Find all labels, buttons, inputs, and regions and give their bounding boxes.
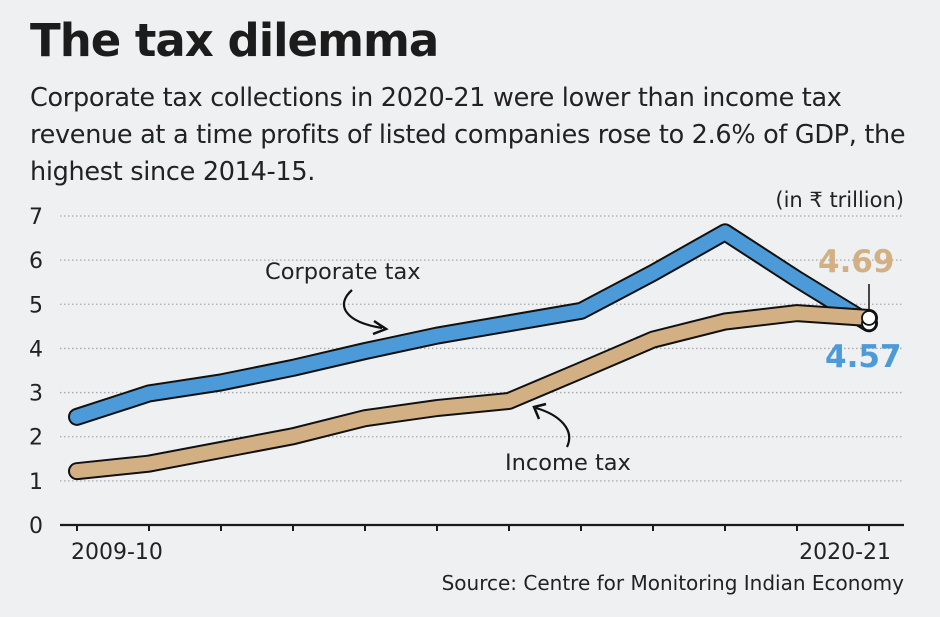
corporate-tax-line [70, 225, 876, 424]
y-tick-label: 5 [29, 293, 43, 318]
income-tax-label: Income tax [505, 450, 631, 476]
y-tick-label: 7 [29, 205, 43, 230]
income-tax-arrowhead [532, 402, 547, 420]
unit-label: (in ₹ trillion) [775, 188, 904, 212]
x-tick-label-first: 2009-10 [71, 540, 163, 565]
series-lines [68, 223, 878, 481]
x-tick-label-last: 2020-21 [799, 540, 891, 565]
y-tick-label: 0 [29, 514, 43, 539]
corporate-tax-arrow [342, 289, 383, 330]
income-tax-end-marker [861, 310, 877, 326]
y-tick-label: 3 [29, 382, 43, 407]
chart-subtitle: Corporate tax collections in 2020-21 wer… [30, 83, 906, 187]
corporate-tax-label: Corporate tax [265, 259, 421, 285]
corporate-tax-arrowhead [372, 319, 389, 336]
income-tax-line [70, 306, 876, 479]
y-tick-label: 4 [29, 337, 43, 362]
income-tax-value-label: 4.69 [818, 244, 895, 280]
y-tick-label: 1 [29, 470, 43, 495]
income-tax-arrow [535, 406, 571, 448]
source-note: Source: Centre for Monitoring Indian Eco… [441, 571, 904, 595]
y-axis: 0 1 2 3 4 5 6 7 [29, 205, 43, 539]
corporate-tax-value-label: 4.57 [825, 339, 902, 375]
chart-title: The tax dilemma [30, 14, 439, 67]
y-tick-label: 6 [29, 249, 43, 274]
x-axis: 2009-10 2020-21 [60, 523, 904, 565]
annotations: Corporate tax Income tax 4.69 4.57 [265, 244, 902, 476]
y-tick-label: 2 [29, 426, 43, 451]
